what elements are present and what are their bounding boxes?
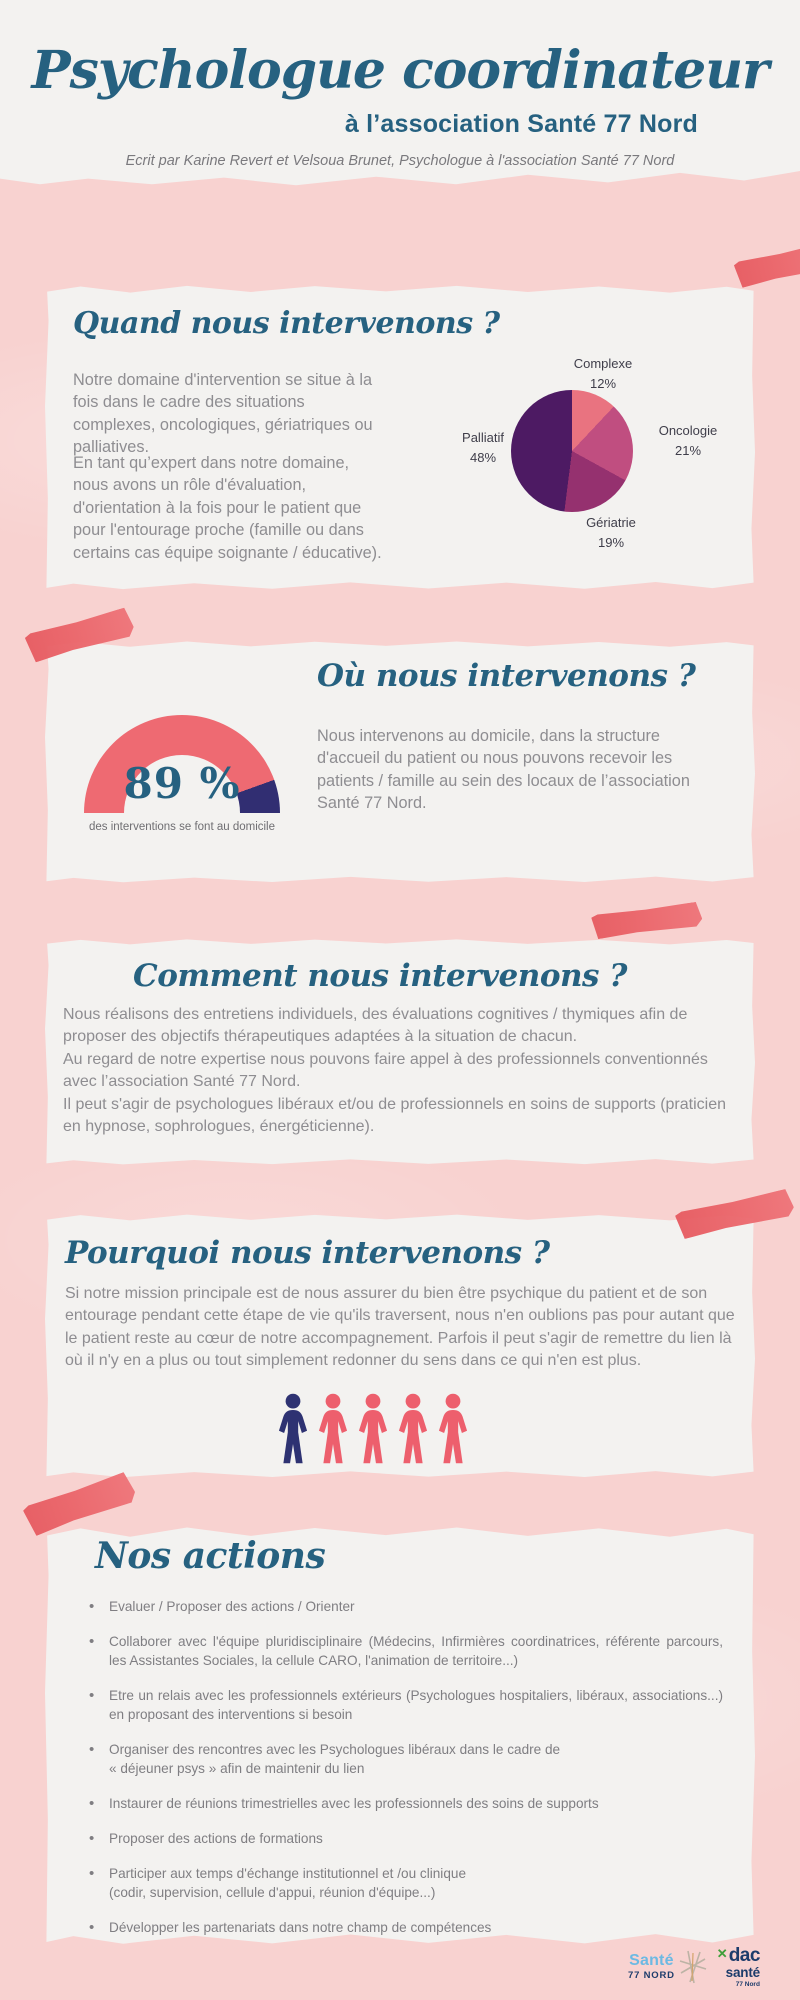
action-item: Evaluer / Proposer des actions / Oriente… bbox=[87, 1596, 723, 1617]
byline: Ecrit par Karine Revert et Velsoua Brune… bbox=[125, 153, 675, 169]
footer-logos: Santé 77 NORD ✕ bbox=[628, 1938, 800, 1996]
section-quand: Quand nous intervenons ? Notre domaine d… bbox=[45, 285, 755, 590]
person-icon bbox=[275, 1393, 311, 1469]
dac-logo-x-icon: ✕ bbox=[716, 1946, 728, 1961]
sante-logo-text: Santé bbox=[629, 1952, 674, 1970]
section-quand-heading: Quand nous intervenons ? bbox=[73, 306, 500, 341]
washi-tape bbox=[22, 1471, 138, 1538]
person-icon bbox=[395, 1393, 431, 1469]
action-item: Organiser des rencontres avec les Psycho… bbox=[87, 1739, 723, 1778]
section-pourquoi: Pourquoi nous intervenons ? Si notre mis… bbox=[45, 1214, 755, 1478]
gauge-value: 89 % bbox=[123, 759, 241, 808]
pie-label-geriatrie: Gériatrie 19% bbox=[586, 515, 636, 550]
sante-logo-star-icon bbox=[678, 1949, 708, 1985]
section-pourquoi-heading: Pourquoi nous intervenons ? bbox=[65, 1235, 550, 1271]
section-comment-heading: Comment nous intervenons ? bbox=[133, 958, 627, 994]
sante-logo-subtext: 77 NORD bbox=[628, 1970, 675, 1982]
dac-logo-sante-text: santé bbox=[725, 1965, 760, 1980]
page-subtitle: à l’association Santé 77 Nord bbox=[344, 110, 698, 138]
pie-label-oncologie: Oncologie 21% bbox=[658, 423, 718, 458]
action-item: Etre un relais avec les professionnels e… bbox=[87, 1685, 723, 1724]
pie-label-palliatif: Palliatif 48% bbox=[462, 430, 504, 465]
section-ou-heading: Où nous intervenons ? bbox=[317, 658, 696, 694]
gauge-chart: 89 % des interventions se font au domici… bbox=[84, 715, 280, 833]
sante-77-nord-logo: Santé 77 NORD bbox=[628, 1949, 708, 1985]
section-actions: Nos actions Evaluer / Proposer des actio… bbox=[45, 1527, 755, 1944]
quand-paragraph-2: En tant qu’expert dans notre domaine, no… bbox=[73, 454, 382, 562]
person-icon bbox=[355, 1393, 391, 1469]
people-pictogram bbox=[45, 1393, 728, 1469]
quand-paragraph-1: Notre domaine d'intervention se situe à … bbox=[73, 371, 373, 457]
dac-sante-logo: ✕ dac santé 77 Nord bbox=[716, 1945, 761, 1988]
section-actions-heading: Nos actions bbox=[95, 1535, 326, 1577]
washi-tape bbox=[591, 901, 703, 939]
pie-label-complexe: Complexe 12% bbox=[573, 356, 633, 391]
action-item: Développer les partenariats dans notre c… bbox=[87, 1917, 723, 1938]
gauge-graphic: 89 % bbox=[84, 715, 280, 813]
pourquoi-paragraph: Si notre mission principale est de nous … bbox=[65, 1285, 735, 1370]
dac-logo-text: dac bbox=[728, 1945, 761, 1966]
dac-logo-small-text: 77 Nord bbox=[735, 1980, 760, 1988]
pie-graphic bbox=[511, 390, 633, 512]
page-title: Psychologue coordinateur bbox=[31, 40, 770, 101]
section-ou: Où nous intervenons ? Nous intervenons a… bbox=[45, 641, 755, 883]
ou-paragraph: Nous intervenons au domicile, dans la st… bbox=[317, 727, 690, 813]
washi-tape bbox=[733, 242, 800, 288]
person-icon bbox=[435, 1393, 471, 1469]
action-item: Participer aux temps d'échange instituti… bbox=[87, 1863, 723, 1902]
action-item: Instaurer de réunions trimestrielles ave… bbox=[87, 1793, 723, 1814]
comment-paragraphs: Nous réalisons des entretiens individuel… bbox=[63, 1004, 739, 1138]
action-item: Proposer des actions de formations bbox=[87, 1828, 723, 1849]
comment-paragraph-1: Nous réalisons des entretiens individuel… bbox=[63, 1006, 688, 1046]
comment-paragraph-2: Au regard de notre expertise nous pouvon… bbox=[63, 1050, 708, 1091]
actions-list: Evaluer / Proposer des actions / Oriente… bbox=[87, 1596, 723, 1944]
comment-paragraph-3: Il peut s'agir de psychologues libéraux … bbox=[63, 1095, 727, 1135]
action-item: Collaborer avec l'équipe pluridisciplina… bbox=[87, 1631, 723, 1670]
header: Psychologue coordinateur à l’association… bbox=[0, 0, 800, 186]
section-comment: Comment nous intervenons ? Nous réalison… bbox=[45, 939, 755, 1165]
person-icon bbox=[315, 1393, 351, 1469]
gauge-caption: des interventions se font au domicile bbox=[88, 821, 276, 833]
